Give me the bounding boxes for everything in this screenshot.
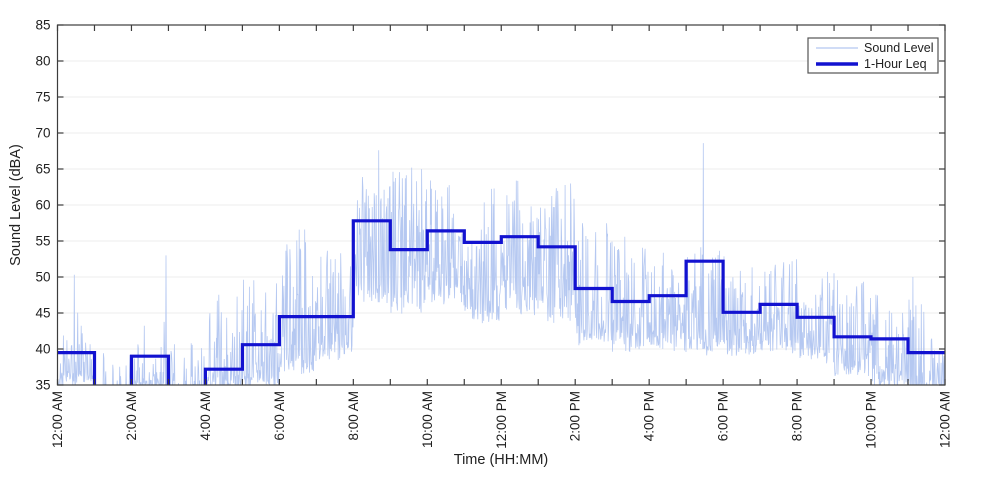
y-tick-label: 40 (35, 342, 50, 357)
y-tick-label: 55 (35, 234, 50, 249)
legend-entry-label: Sound Level (864, 41, 934, 55)
x-tick-label: 4:00 PM (642, 391, 657, 441)
x-tick-label: 2:00 PM (568, 391, 583, 441)
x-tick-label: 4:00 AM (198, 391, 213, 441)
grid-lines (57, 60, 945, 350)
y-axis-title: Sound Level (dBA) (8, 144, 24, 266)
x-axis-title: Time (HH:MM) (454, 452, 549, 468)
x-tick-label: 8:00 AM (346, 391, 361, 441)
y-tick-label: 70 (35, 126, 50, 141)
y-tick-label: 50 (35, 270, 50, 285)
y-tick-labels: 35 40 45 50 55 60 65 70 75 80 85 (35, 18, 50, 393)
x-tick-label: 12:00 PM (494, 391, 509, 449)
y-tick-label: 60 (35, 198, 50, 213)
x-tick-label: 6:00 AM (272, 391, 287, 441)
y-tick-label: 75 (35, 90, 50, 105)
x-tick-label: 2:00 AM (124, 391, 139, 441)
y-tick-label: 80 (35, 54, 50, 69)
x-tick-label: 6:00 PM (716, 391, 731, 441)
x-tick-label: 12:00 AM (938, 391, 953, 448)
legend: Sound Level 1-Hour Leq (807, 37, 939, 74)
y-tick-label: 85 (35, 18, 50, 33)
y-tick-label: 35 (35, 378, 50, 393)
x-tick-label: 10:00 AM (420, 391, 435, 448)
legend-entry-label: 1-Hour Leq (864, 57, 927, 71)
sound-level-series (57, 143, 945, 385)
y-tick-label: 45 (35, 306, 50, 321)
x-tick-label: 12:00 AM (50, 391, 65, 448)
axes-box-and-ticks (56, 24, 946, 386)
x-tick-label: 10:00 PM (864, 391, 879, 449)
x-tick-labels: 12:00 AM 2:00 AM 4:00 AM 6:00 AM 8:00 AM 10:0… (50, 391, 953, 449)
y-tick-label: 65 (35, 162, 50, 177)
x-tick-label: 8:00 PM (790, 391, 805, 441)
data-series (57, 143, 945, 385)
legend-box (807, 37, 939, 74)
